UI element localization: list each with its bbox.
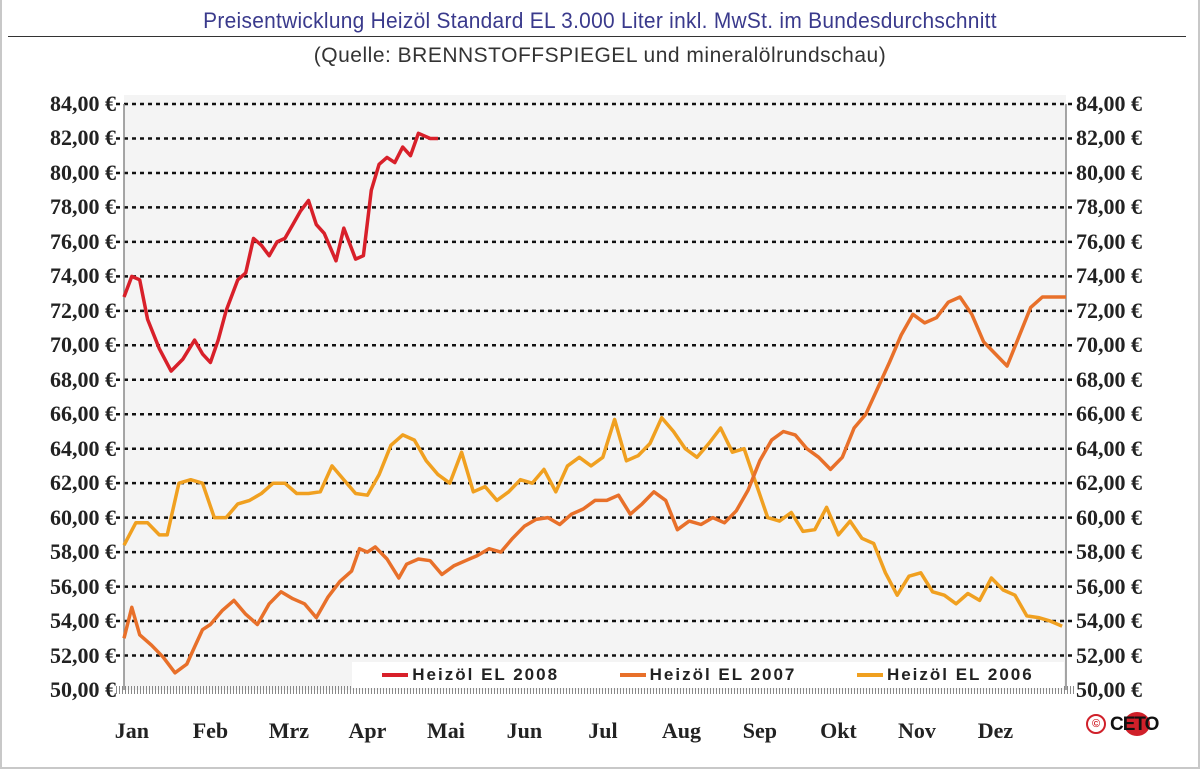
y-tick-label: 62,00 € [1076, 470, 1142, 496]
legend: Heizöl EL 2008 Heizöl EL 2007 Heizöl EL … [352, 662, 1064, 688]
series-line-heizöl-el-2006 [122, 415, 1063, 628]
y-tick-label: 62,00 € [50, 470, 116, 496]
y-tick-label: 68,00 € [50, 366, 116, 392]
legend-swatch-2007-icon [619, 673, 646, 677]
y-tick-label: 64,00 € [1076, 435, 1142, 461]
y-tick-label: 56,00 € [50, 573, 116, 599]
legend-item-2007: Heizöl EL 2007 [619, 665, 797, 685]
x-tick-label: Aug [661, 718, 701, 743]
logo-text: CETO [1110, 714, 1159, 735]
x-tick-label: Okt [820, 718, 857, 743]
legend-item-2006: Heizöl EL 2006 [856, 665, 1034, 685]
legend-swatch-2008-icon [382, 673, 409, 677]
y-tick-label: 74,00 € [50, 263, 116, 289]
y-tick-label: 72,00 € [50, 297, 116, 323]
copyright-mark: © CETO [1086, 712, 1168, 736]
x-tick-label: Dez [977, 718, 1014, 743]
y-tick-label: 66,00 € [50, 401, 116, 427]
y-tick-label: 64,00 € [50, 435, 116, 461]
y-tick-label: 78,00 € [50, 194, 116, 220]
legend-label-2007: Heizöl EL 2007 [649, 665, 797, 684]
y-tick-label: 82,00 € [1076, 125, 1142, 151]
y-tick-label: 76,00 € [50, 228, 116, 254]
copyright-icon: © [1086, 714, 1106, 734]
x-tick-label: Jan [114, 718, 150, 743]
y-tick-label: 78,00 € [1076, 194, 1142, 220]
y-tick-label: 58,00 € [1076, 539, 1142, 565]
legend-label-2008: Heizöl EL 2008 [412, 665, 560, 684]
legend-swatch-2006-icon [856, 673, 883, 677]
logo-red-circle-icon [1124, 712, 1150, 736]
x-tick-label: Mrz [268, 718, 310, 743]
y-tick-label: 54,00 € [50, 608, 116, 634]
y-tick-label: 58,00 € [50, 539, 116, 565]
y-tick-label: 50,00 € [1076, 677, 1142, 702]
x-tick-label: Feb [192, 718, 229, 743]
y-tick-label: 50,00 € [50, 677, 116, 702]
y-tick-label: 52,00 € [50, 642, 116, 668]
y-tick-label: 68,00 € [1076, 366, 1142, 392]
y-tick-label: 60,00 € [1076, 504, 1142, 530]
y-tick-label: 70,00 € [50, 332, 116, 358]
series-line-heizöl-el-2008 [122, 131, 438, 373]
y-tick-label: 80,00 € [1076, 159, 1142, 185]
series-line-heizöl-el-2007 [122, 295, 1066, 675]
x-tick-label: Jul [588, 718, 618, 743]
y-tick-label: 84,00 € [1076, 91, 1142, 116]
y-tick-label: 52,00 € [1076, 642, 1142, 668]
y-tick-label: 60,00 € [50, 504, 116, 530]
x-tick-label: Nov [897, 718, 936, 743]
chart-title: Preisentwicklung Heizöl Standard EL 3.00… [203, 8, 997, 33]
x-tick-label: Sep [742, 718, 778, 743]
y-tick-label: 82,00 € [50, 125, 116, 151]
y-tick-label: 56,00 € [1076, 573, 1142, 599]
x-tick-label: Mai [426, 718, 465, 743]
x-tick-label: Jun [506, 718, 543, 743]
y-tick-label: 74,00 € [1076, 263, 1142, 289]
y-tick-label: 72,00 € [1076, 297, 1142, 323]
chart-subtitle: (Quelle: BRENNSTOFFSPIEGEL und mineralöl… [313, 44, 887, 67]
ceto-logo: CETO [1110, 712, 1168, 736]
legend-item-2008: Heizöl EL 2008 [382, 665, 559, 685]
y-tick-label: 54,00 € [1076, 608, 1142, 634]
y-tick-label: 76,00 € [1076, 228, 1142, 254]
x-tick-label: Apr [348, 718, 387, 743]
y-tick-label: 70,00 € [1076, 332, 1142, 358]
y-tick-label: 84,00 € [50, 91, 116, 116]
y-tick-label: 66,00 € [1076, 401, 1142, 427]
legend-label-2006: Heizöl EL 2006 [886, 665, 1034, 684]
title-underline [8, 36, 1186, 37]
y-tick-label: 80,00 € [50, 159, 116, 185]
